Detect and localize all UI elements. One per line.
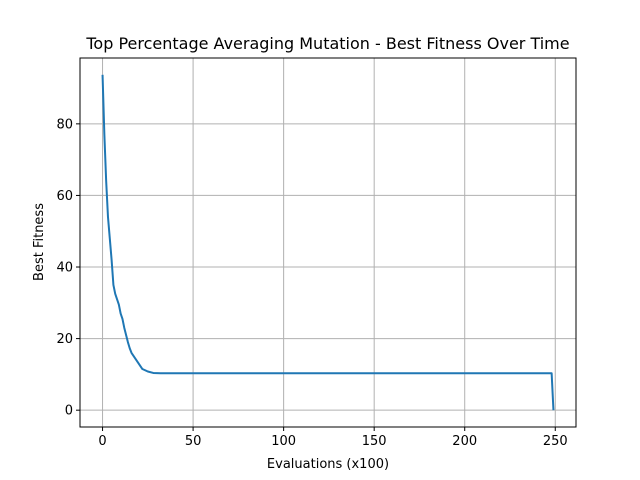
y-axis-label: Best Fitness [32,203,47,281]
y-tick-label: 80 [56,117,73,132]
y-tick-label: 60 [56,189,73,204]
plot-frame [79,57,577,428]
series-line [101,74,555,411]
y-tick-label: 20 [56,332,73,347]
y-tick-label: 40 [56,261,73,276]
plot-area-background [80,58,576,427]
x-tick-label: 100 [271,434,296,449]
x-tick-label: 150 [362,434,387,449]
y-tick-label: 0 [65,404,73,419]
x-tick-label: 0 [98,434,106,449]
x-tick-label: 250 [543,434,568,449]
x-axis-label: Evaluations (x100) [267,457,389,472]
x-tick-label: 200 [452,434,477,449]
grid [80,58,576,427]
x-tick-label: 50 [185,434,202,449]
y-axis-ticks: 0 20 40 60 80 [56,117,80,419]
x-axis-ticks: 0 50 100 150 200 250 [98,427,568,449]
chart-title: Top Percentage Averaging Mutation - Best… [85,34,569,53]
series-layer [101,74,555,411]
